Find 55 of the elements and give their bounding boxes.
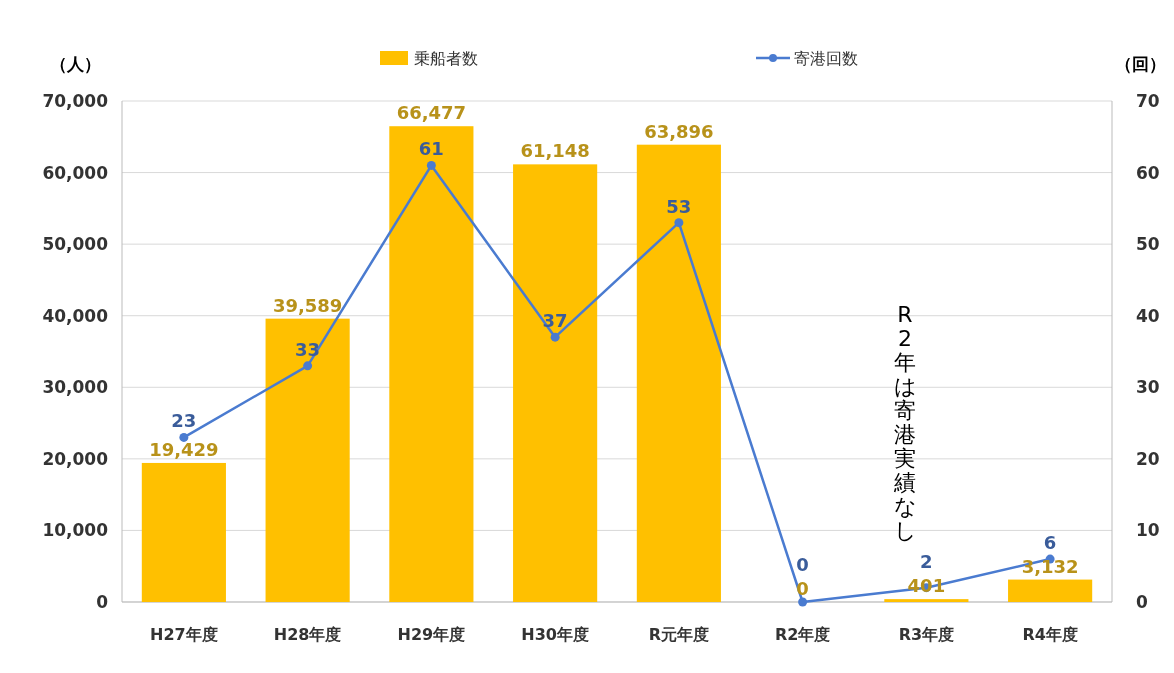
y2-tick-label: 70: [1136, 91, 1160, 111]
bar: [389, 126, 474, 602]
data-label: 19,429: [149, 438, 219, 460]
point: [798, 597, 808, 607]
y-tick-label: 30,000: [42, 377, 109, 398]
bar: [884, 599, 969, 602]
y-tick-label: 50,000: [42, 234, 109, 255]
bar: [265, 318, 350, 602]
data-label: 6: [1043, 531, 1057, 553]
y2-tick-label: 30: [1136, 377, 1160, 398]
y-tick-label: 70,000: [42, 91, 109, 111]
legend-label: 寄港回数: [794, 49, 858, 68]
bar: [1008, 579, 1093, 602]
data-label: 63,896: [644, 120, 714, 142]
point: [426, 160, 436, 170]
x-tick-label: H29年度: [397, 625, 466, 644]
y2-tick-label: 20: [1136, 448, 1160, 469]
x-tick-label: R2年度: [774, 625, 831, 644]
y2-tick-label: 10: [1136, 520, 1160, 541]
y2-axis-title: （回）: [1114, 54, 1166, 74]
y-tick-label: 0: [96, 592, 109, 612]
data-label: 39,589: [272, 294, 343, 316]
point: [550, 332, 560, 342]
data-label: 37: [542, 310, 568, 332]
y-tick-label: 60,000: [42, 162, 109, 183]
point: [674, 218, 684, 228]
point: [303, 361, 313, 371]
data-label: 2: [920, 551, 933, 573]
x-tick-label: R4年度: [1022, 625, 1078, 644]
x-tick-label: R3年度: [898, 625, 955, 644]
bar: [636, 144, 721, 602]
data-label: 53: [666, 195, 692, 217]
x-tick-label: H27年度: [150, 625, 218, 644]
y2-tick-label: 0: [1136, 592, 1148, 612]
point: [179, 432, 189, 442]
x-tick-label: R元年度: [648, 625, 710, 644]
data-label: 23: [171, 410, 197, 432]
y-tick-label: 40,000: [42, 305, 109, 326]
x-tick-label: H30年度: [521, 625, 589, 644]
data-label: 61: [418, 138, 444, 160]
y2-tick-label: 40: [1136, 305, 1160, 326]
x-tick-label: H28年度: [273, 625, 342, 644]
data-label: 0: [796, 554, 809, 575]
bar: [141, 462, 226, 602]
data-label: 3,132: [1021, 555, 1079, 577]
y2-tick-label: 50: [1136, 234, 1160, 255]
legend-label: 乗船者数: [414, 49, 478, 68]
y2-tick-label: 60: [1136, 162, 1160, 183]
y-axis-title: （人）: [49, 54, 101, 74]
data-label: 61,148: [520, 140, 590, 162]
y-tick-label: 20,000: [42, 448, 109, 469]
text: R2年は寄港実績なし: [893, 302, 917, 543]
y-tick-label: 10,000: [42, 520, 109, 541]
bar: [513, 164, 598, 602]
data-label: 66,477: [396, 102, 467, 124]
